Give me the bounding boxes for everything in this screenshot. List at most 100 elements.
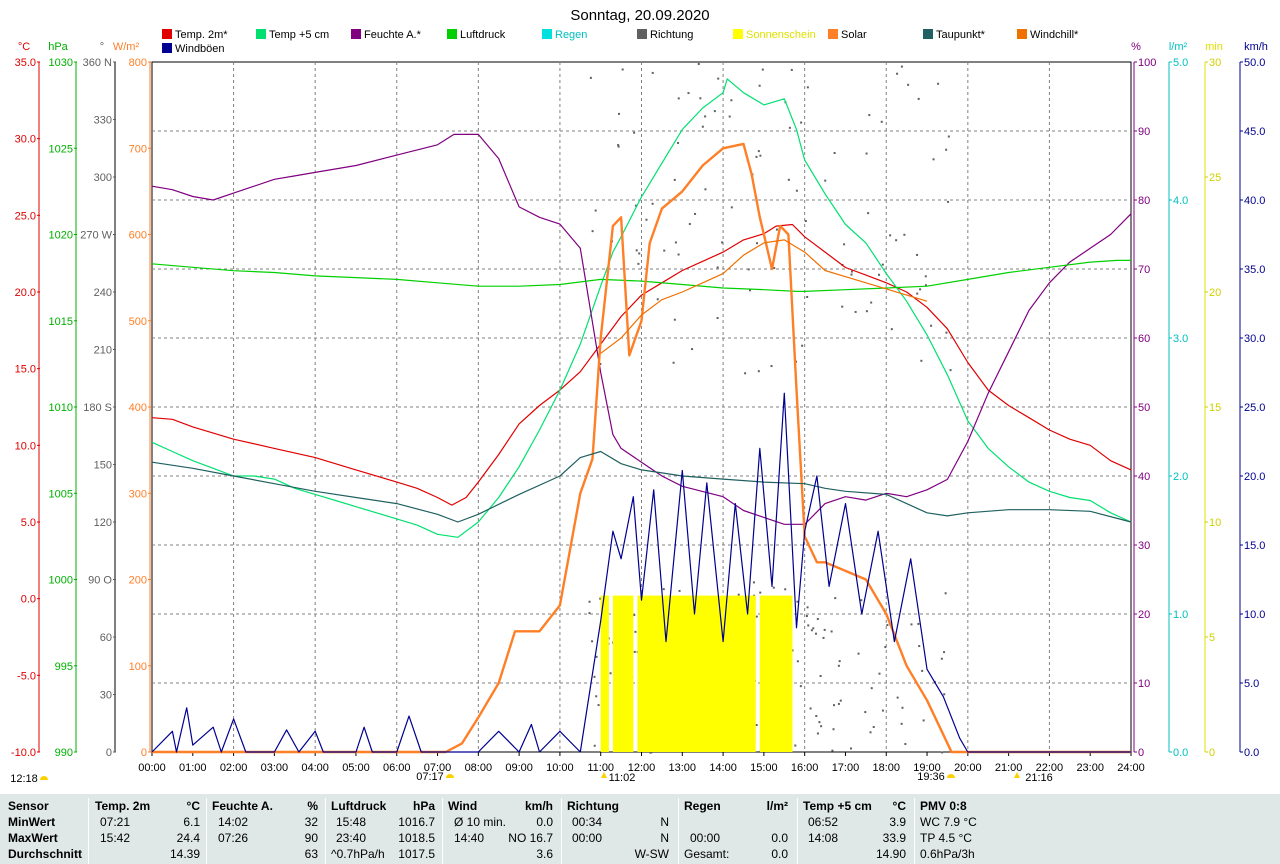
- direction-dot: [860, 599, 863, 602]
- humidity-axis-tick-3: 70: [1138, 264, 1150, 276]
- min-direction-time: 00:34: [572, 815, 603, 829]
- time-tick-5: 05:00: [342, 762, 370, 774]
- direction-dot: [594, 209, 597, 212]
- pressure-axis-tick-4: 1010: [49, 402, 73, 414]
- direction-dot: [704, 188, 707, 191]
- solar-max-icon: [601, 772, 607, 778]
- wind-axis-tick-7: 15.0: [1244, 540, 1265, 552]
- rain-axis-tick-5: 0.0: [1173, 747, 1188, 759]
- direction-dot: [796, 660, 799, 663]
- direction-dot: [945, 331, 948, 334]
- legend-label-9: Windchill*: [1030, 29, 1079, 41]
- series-line-5: [151, 450, 1132, 523]
- direction-dot: [870, 301, 873, 304]
- axis-unit-pressure: hPa: [48, 41, 68, 53]
- direction-dot: [943, 651, 946, 654]
- direction-dot: [818, 721, 821, 724]
- legend-swatch: [447, 29, 457, 39]
- direction-dot: [807, 624, 810, 627]
- sunrise-icon: [446, 774, 454, 778]
- rain-axis-tick-4: 1.0: [1173, 609, 1188, 621]
- humidity-axis-tick-0: 100: [1138, 57, 1156, 69]
- direction-dot: [831, 749, 834, 752]
- direction-axis-tick-1: 330: [94, 115, 112, 127]
- direction-dot: [838, 660, 841, 663]
- direction-axis-tick-4: 240: [94, 287, 112, 299]
- max-wind-time: 14:40: [454, 831, 485, 845]
- axis-unit-sunshine: min: [1205, 41, 1223, 53]
- rain-axis-tick-0: 5.0: [1173, 57, 1188, 69]
- time-tick-0: 00:00: [138, 762, 166, 774]
- direction-dot: [593, 744, 596, 747]
- direction-dot: [728, 115, 731, 118]
- temp-axis-tick-6: 5.0: [21, 517, 36, 529]
- chart-title: Sonntag, 20.09.2020: [570, 7, 709, 24]
- pressure-axis-tick-7: 995: [55, 661, 73, 673]
- avg-temp5-value: 14.90: [875, 847, 906, 861]
- direction-dot: [758, 750, 761, 753]
- direction-axis-tick-10: 60: [100, 632, 112, 644]
- direction-dot: [804, 220, 807, 223]
- direction-dot: [834, 597, 837, 600]
- direction-dot: [591, 230, 594, 233]
- legend-label-6: Sonnenschein: [746, 29, 816, 41]
- sunshine-axis-tick-1: 25: [1209, 172, 1221, 184]
- pressure-axis-tick-6: 1000: [49, 575, 73, 587]
- row-label-avg: Durchschnitt: [8, 847, 83, 861]
- time-tick-23: 23:00: [1076, 762, 1104, 774]
- direction-dot: [947, 135, 950, 138]
- direction-dot: [796, 600, 799, 603]
- direction-dot: [895, 239, 898, 242]
- direction-dot: [854, 310, 857, 313]
- rain-axis-tick-1: 4.0: [1173, 195, 1188, 207]
- series-line-6: [600, 239, 928, 354]
- row-label-max: MaxWert: [8, 831, 58, 845]
- direction-dot: [730, 206, 733, 209]
- avg-direction-value: W-SW: [634, 847, 669, 861]
- direction-dot: [694, 212, 697, 215]
- direction-dot: [822, 636, 825, 639]
- max-humidity-value: 90: [304, 831, 318, 845]
- direction-dot: [721, 241, 724, 244]
- direction-dot: [759, 591, 762, 594]
- avg-pressure-value: 1017.5: [398, 847, 435, 861]
- solar-axis-tick-7: 100: [129, 661, 147, 673]
- time-tick-6: 06:00: [383, 762, 411, 774]
- sun-icon: [40, 776, 48, 780]
- direction-dot: [645, 218, 648, 221]
- direction-dot: [638, 252, 641, 255]
- direction-axis-tick-9: 90 O: [88, 575, 112, 587]
- direction-dot: [755, 723, 758, 726]
- direction-dot: [747, 268, 750, 271]
- pressure-axis-tick-2: 1020: [49, 230, 73, 242]
- direction-dot: [833, 704, 836, 707]
- direction-dot: [704, 115, 707, 118]
- table-divider: [914, 798, 915, 864]
- col-header-rain: Regen: [684, 799, 721, 813]
- solar-axis-tick-1: 700: [129, 143, 147, 155]
- sunshine-axis-tick-5: 5: [1209, 632, 1215, 644]
- direction-dot: [806, 606, 809, 609]
- direction-dot: [744, 372, 747, 375]
- direction-dot: [756, 242, 759, 245]
- table-divider: [561, 798, 562, 864]
- humidity-axis-tick-6: 40: [1138, 471, 1150, 483]
- time-tick-9: 09:00: [505, 762, 533, 774]
- direction-axis-tick-11: 30: [100, 690, 112, 702]
- legend-swatch: [828, 29, 838, 39]
- temp-axis-tick-5: 10.0: [15, 440, 36, 452]
- direction-axis-tick-2: 300: [94, 172, 112, 184]
- direction-dot: [637, 262, 640, 265]
- direction-dot: [656, 298, 659, 301]
- direction-dot: [814, 632, 817, 635]
- time-tick-15: 15:00: [750, 762, 778, 774]
- temp-axis-tick-7: 0.0: [21, 594, 36, 606]
- direction-dot: [621, 68, 624, 71]
- series-line-1: [151, 78, 1132, 538]
- max-temp5-value: 33.9: [882, 831, 906, 845]
- direction-dot: [949, 369, 952, 372]
- pressure-axis-tick-1: 1025: [49, 143, 73, 155]
- legend-swatch: [162, 43, 172, 53]
- legend-label-8: Taupunkt*: [936, 29, 986, 41]
- col-header-pmv: PMV 0:8: [920, 799, 967, 813]
